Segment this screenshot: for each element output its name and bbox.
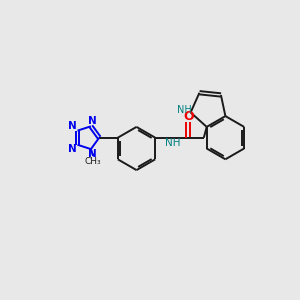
- Text: CH₃: CH₃: [85, 157, 101, 166]
- Text: N: N: [88, 116, 97, 126]
- Text: O: O: [183, 110, 194, 123]
- Text: NH: NH: [165, 137, 181, 148]
- Text: N: N: [68, 144, 76, 154]
- Text: N: N: [88, 149, 97, 159]
- Text: NH: NH: [177, 105, 192, 115]
- Text: N: N: [68, 122, 76, 131]
